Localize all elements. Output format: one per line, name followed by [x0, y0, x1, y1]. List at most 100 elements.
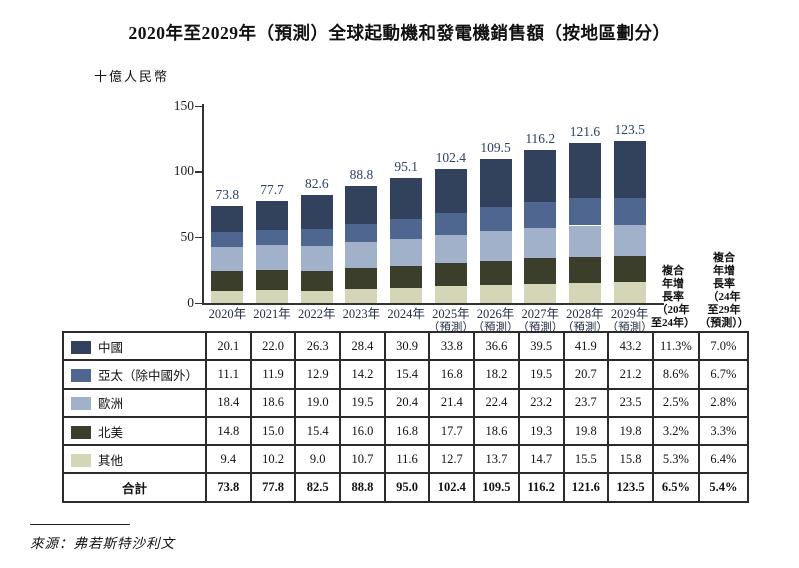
table-row: 中國 20.1 22.0 26.3 28.4 30.9 33.8 36.6 39.5 41.9 43…: [62, 330, 749, 362]
value-cell: 82.5: [294, 472, 342, 503]
bar-segment: [211, 290, 244, 303]
cagr-header-24-29: 複合 年增 長率 （24年 至29年 （預測））: [699, 252, 749, 329]
x-axis-forecast-suffix: （預測）: [517, 321, 564, 334]
table-row: 北美 14.8 15.0 15.4 16.0 16.8 17.7 18.6 19.3 19.8 19…: [62, 415, 749, 447]
table-row: 其他 9.4 10.2 9.0 10.7 11.6 12.7 13.7 14.7 15.5 15.8…: [62, 444, 749, 475]
x-axis-forecast-suffix: （預測）: [427, 321, 474, 334]
y-tick-label: 0: [187, 294, 194, 310]
value-cell: 19.8: [562, 415, 610, 447]
value-cell: 30.9: [383, 330, 431, 362]
cagr-20-24-cell: 5.3%: [651, 444, 700, 475]
y-tick-mark: [195, 302, 202, 304]
bar-segment: [300, 291, 333, 303]
value-cell: 10.7: [339, 444, 386, 475]
value-cell: 14.2: [339, 359, 386, 390]
value-cell: 9.4: [205, 444, 252, 475]
x-axis-forecast-suffix: （預測）: [561, 321, 608, 334]
value-cell: 11.1: [205, 359, 252, 390]
bar-segment: [345, 288, 378, 303]
legend-label: 亞太（除中國外）: [98, 368, 199, 383]
x-axis-label: 2027年 （預測）: [505, 307, 575, 335]
bar-segment: [479, 231, 512, 261]
cagr-24-29-cell: 7.0%: [697, 330, 749, 362]
value-cell: 16.8: [383, 415, 431, 447]
legend-swatch-icon: [71, 368, 91, 382]
y-tick-label: 150: [173, 97, 194, 113]
source-divider: [30, 524, 130, 525]
value-cell: 28.4: [339, 330, 386, 362]
data-table: 中國 20.1 22.0 26.3 28.4 30.9 33.8 36.6 39.5 41.9 43…: [62, 330, 749, 503]
value-cell: 17.7: [428, 415, 476, 447]
bar-segment: [434, 168, 467, 213]
row-label-cell: 北美: [62, 415, 207, 447]
value-cell: 95.0: [383, 472, 431, 503]
source-text: 來源：弗若斯特沙利文: [30, 536, 175, 551]
table-total-row: 合計 73.8 77.8 82.5 88.8 95.0 102.4 109.5 116.2 121…: [62, 472, 749, 503]
bar-segment: [479, 159, 512, 208]
bar-segment: [613, 197, 646, 226]
cagr-20-24-cell: 2.5%: [651, 387, 700, 418]
bar-total-label: 109.5: [480, 140, 511, 156]
value-cell: 15.8: [607, 444, 654, 475]
x-axis-label: 2028年 （預測）: [550, 307, 620, 335]
value-cell: 88.8: [339, 472, 386, 503]
bar-segment: [568, 282, 601, 303]
value-cell: 20.1: [205, 330, 252, 362]
bar-segment: [434, 286, 467, 303]
bar-segment: [390, 287, 423, 303]
value-cell: 18.2: [473, 359, 520, 390]
cagr-24-29-cell: 6.4%: [697, 444, 749, 475]
x-axis-line: [202, 303, 664, 305]
x-axis-label: 2024年: [387, 307, 425, 321]
value-cell: 15.5: [562, 444, 610, 475]
bar-segment: [256, 289, 289, 303]
value-cell: 22.4: [473, 387, 520, 418]
value-cell: 19.3: [517, 415, 565, 447]
bar-segment: [613, 282, 646, 303]
chart-title: 2020年至2029年（預測）全球起動機和發電機銷售額（按地區劃分）: [128, 23, 671, 43]
y-tick-mark: [195, 236, 202, 239]
value-cell: 18.4: [205, 387, 252, 418]
bar-segment: [434, 234, 467, 264]
cagr-20-24-cell: 11.3%: [651, 330, 700, 362]
bar-total-label: 88.8: [349, 167, 374, 183]
value-cell: 19.0: [294, 387, 342, 418]
value-cell: 18.6: [249, 387, 297, 418]
bar-total-label: 77.7: [260, 181, 284, 197]
value-cell: 121.6: [562, 472, 610, 503]
cagr-24-29-cell: 5.4%: [697, 472, 749, 503]
value-cell: 20.4: [383, 387, 431, 418]
x-axis-label: 2023年: [342, 307, 381, 321]
value-cell: 19.5: [517, 359, 565, 390]
value-cell: 73.8: [205, 472, 252, 503]
x-axis-forecast-suffix: （預測）: [606, 321, 653, 334]
bar-total-label: 102.4: [435, 149, 467, 165]
cagr-20-24-cell: 3.2%: [651, 415, 700, 447]
value-cell: 12.9: [294, 359, 342, 390]
bar-segment: [524, 283, 557, 303]
bar-segment: [524, 202, 557, 228]
value-cell: 11.6: [383, 444, 431, 475]
bar-segment: [256, 269, 289, 290]
table-row: 歐洲 18.4 18.6 19.0 19.5 20.4 21.4 22.4 23.2 23.7 23…: [62, 387, 749, 418]
bar-segment: [300, 229, 333, 246]
bar-segment: [568, 198, 601, 226]
bar-segment: [613, 225, 646, 257]
bar-segment: [524, 150, 557, 203]
value-cell: 21.2: [607, 359, 654, 390]
legend-swatch-icon: [71, 425, 91, 439]
bar-segment: [479, 285, 512, 303]
bar-segment: [390, 238, 423, 266]
value-cell: 19.8: [607, 415, 654, 447]
value-cell: 14.7: [517, 444, 565, 475]
total-label: 合計: [121, 482, 147, 497]
bar-segment: [256, 245, 289, 270]
bar-segment: [211, 206, 244, 233]
y-tick-mark: [195, 171, 202, 173]
bar-segment: [345, 242, 378, 268]
bar-segment: [434, 212, 467, 235]
bar-segment: [390, 178, 423, 219]
x-axis-label: 2022年: [297, 307, 336, 321]
bar-segment: [568, 225, 601, 257]
x-axis-label: 2029年 （預測）: [595, 307, 665, 335]
